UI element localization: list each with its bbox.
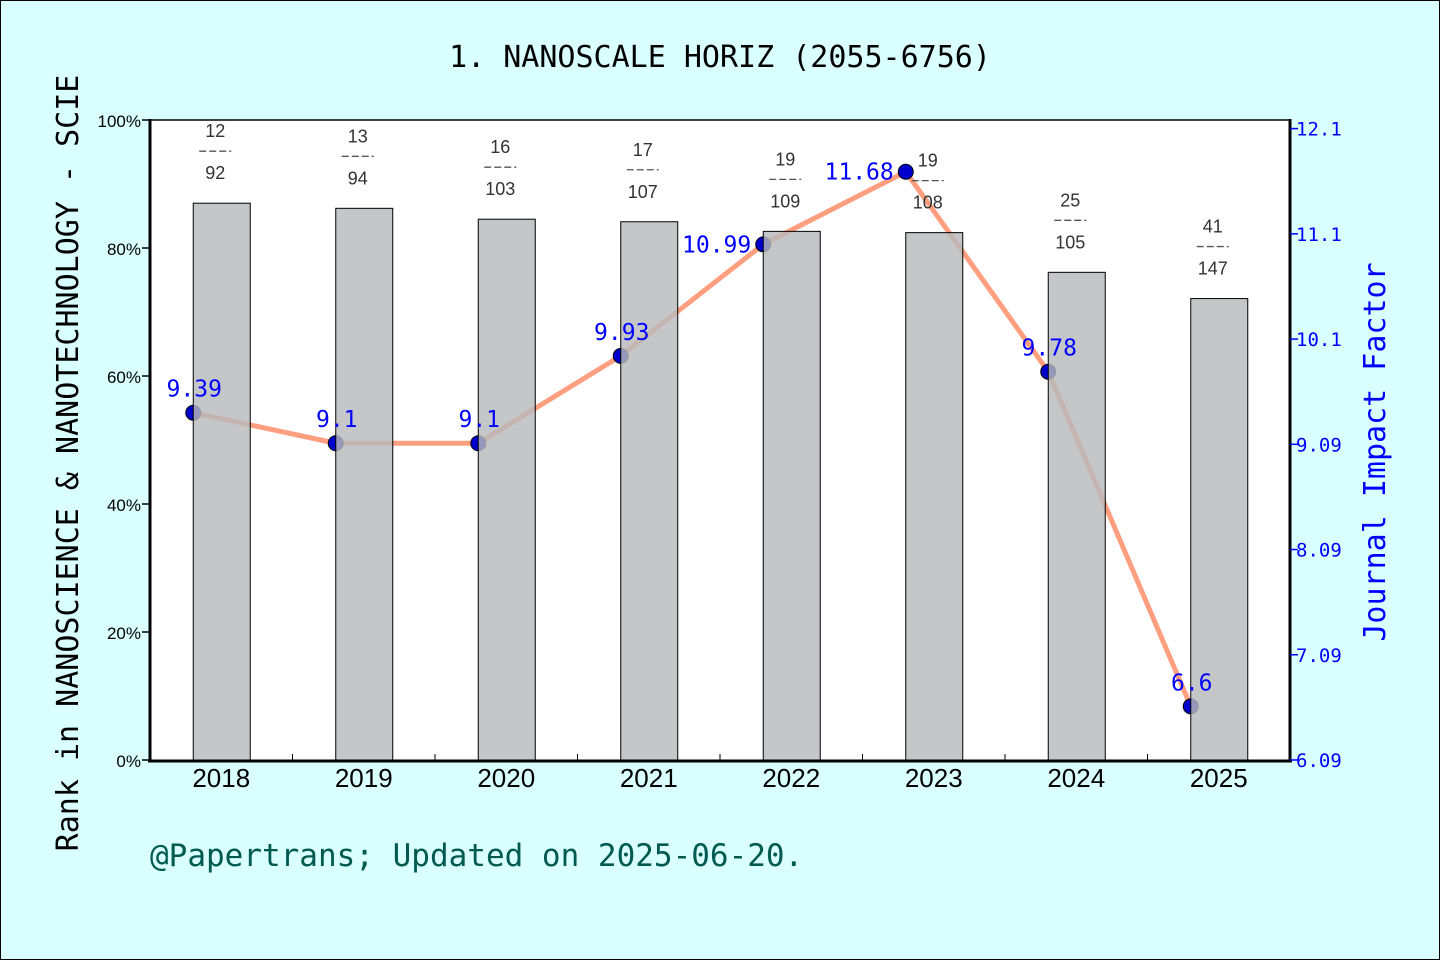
left-axis-label: Rank in NANOSCIENCE & NANOTECHNOLOGY - S… xyxy=(51,75,86,852)
rank-label: 17 xyxy=(633,140,653,160)
right-tick-label: 11.1 xyxy=(1296,224,1342,246)
footer-credit: @Papertrans; Updated on 2025-06-20. xyxy=(150,838,803,874)
x-tick-label: 2023 xyxy=(905,763,963,793)
x-tick-label: 2020 xyxy=(477,763,535,793)
left-tick-label: 40% xyxy=(107,496,141,515)
total-label: 92 xyxy=(205,163,225,183)
right-tick-label: 8.09 xyxy=(1296,540,1342,562)
total-label: 109 xyxy=(770,191,800,211)
total-label: 147 xyxy=(1198,259,1228,279)
impact-factor-label: 9.1 xyxy=(316,407,358,433)
right-tick-label: 12.1 xyxy=(1296,119,1342,141)
rank-bar xyxy=(192,202,251,761)
rank-bar xyxy=(335,207,394,761)
rank-label: 41 xyxy=(1203,217,1223,237)
left-tick-label: 80% xyxy=(107,240,141,259)
impact-factor-label: 10.99 xyxy=(682,232,751,258)
rank-label: 19 xyxy=(918,151,938,171)
left-tick-label: 100% xyxy=(98,112,141,131)
x-tick-label: 2022 xyxy=(762,763,820,793)
rank-label: 19 xyxy=(775,149,795,169)
total-label: 107 xyxy=(628,182,658,202)
impact-factor-label: 9.78 xyxy=(1022,336,1077,362)
rank-label: 16 xyxy=(490,137,510,157)
impact-factor-label: 9.39 xyxy=(167,377,222,403)
total-label: 108 xyxy=(913,193,943,213)
rank-label: 13 xyxy=(348,126,368,146)
total-label: 105 xyxy=(1055,232,1085,252)
rank-bar xyxy=(477,218,536,761)
total-label: 94 xyxy=(348,168,368,188)
right-tick-label: 6.09 xyxy=(1296,750,1342,772)
left-tick-label: 60% xyxy=(107,368,141,387)
x-tick-label: 2019 xyxy=(335,763,393,793)
rank-bar xyxy=(905,232,964,761)
impact-factor-label: 9.93 xyxy=(594,320,649,346)
impact-factor-label: 9.1 xyxy=(458,407,500,433)
left-tick-label: 20% xyxy=(107,624,141,643)
total-label: 103 xyxy=(485,179,515,199)
x-tick-label: 2025 xyxy=(1190,763,1248,793)
rank-label: 12 xyxy=(205,121,225,141)
impact-factor-point xyxy=(897,163,914,180)
right-tick-label: 10.1 xyxy=(1296,329,1342,351)
x-tick-label: 2018 xyxy=(192,763,250,793)
rank-label: 25 xyxy=(1060,190,1080,210)
impact-factor-label: 11.68 xyxy=(825,160,894,186)
right-tick-label: 9.09 xyxy=(1296,434,1342,456)
right-tick-label: 7.09 xyxy=(1296,645,1342,667)
x-tick-label: 2024 xyxy=(1047,763,1105,793)
right-axis-label: Journal Impact Factor xyxy=(1358,262,1393,641)
chart-title: 1. NANOSCALE HORIZ (2055-6756) xyxy=(449,40,991,75)
left-tick-label: 0% xyxy=(116,752,141,771)
rank-bar xyxy=(762,230,821,761)
impact-factor-label: 6.6 xyxy=(1171,670,1213,696)
rank-bar xyxy=(1047,271,1106,761)
rank-bar xyxy=(620,221,679,761)
x-tick-label: 2021 xyxy=(620,763,678,793)
